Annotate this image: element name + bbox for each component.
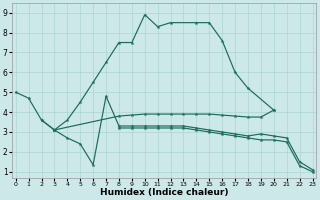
X-axis label: Humidex (Indice chaleur): Humidex (Indice chaleur) [100, 188, 228, 197]
